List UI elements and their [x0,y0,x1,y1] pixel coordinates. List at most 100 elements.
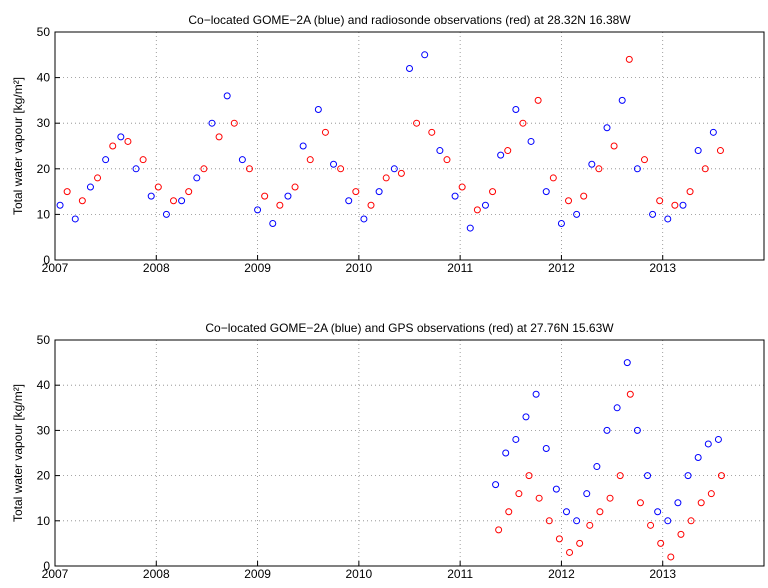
data-point [421,51,429,59]
data-point [299,142,307,150]
x-tick-label: 2013 [649,261,676,275]
data-point [649,210,657,218]
data-point [117,133,125,141]
data-point [185,188,193,196]
y-tick-label: 50 [37,333,51,347]
data-point [352,188,360,196]
y-tick-label: 30 [37,423,51,437]
x-tick-label: 2010 [346,261,373,275]
data-point [664,215,672,223]
data-point [626,390,634,398]
data-point [223,92,231,100]
data-point [677,530,685,538]
data-point [254,206,262,214]
data-point [532,390,540,398]
data-point [625,55,633,63]
data-point [557,220,565,228]
plot-frame [54,31,765,261]
plot-area [55,340,764,566]
data-point [534,96,542,104]
data-point [360,215,368,223]
data-point [697,499,705,507]
data-point [512,106,520,114]
y-tick-label: 30 [37,116,51,130]
data-point [102,156,110,164]
data-point [714,435,722,443]
x-tick-label: 2012 [548,261,575,275]
data-point [552,485,560,493]
data-point [566,548,574,556]
data-point [109,142,117,150]
data-point [458,183,466,191]
data-point [527,137,535,145]
data-point [716,147,724,155]
data-point [345,197,353,205]
data-point [382,174,390,182]
data-point [512,435,520,443]
y-tick-label: 50 [37,25,51,39]
data-point [519,119,527,127]
y-axis-label: Total water vapour [kg/m²] [11,77,25,215]
data-point [330,160,338,168]
data-point [606,494,614,502]
data-point [132,165,140,173]
data-point [542,188,550,196]
data-point [124,137,132,145]
data-point [573,517,581,525]
data-point [497,151,505,159]
data-point [562,508,570,516]
data-point [154,183,162,191]
data-point [170,197,178,205]
x-tick-label: 2007 [42,261,69,275]
data-point [321,128,329,136]
x-tick-label: 2011 [447,261,473,275]
data-point [686,188,694,196]
data-point [656,197,664,205]
data-point [664,517,672,525]
data-point [200,165,208,173]
data-point [671,201,679,209]
data-point [375,188,383,196]
plot-area [55,32,764,260]
data-point [618,96,626,104]
data-point [505,508,513,516]
data-point [337,165,345,173]
data-point [545,517,553,525]
data-point [63,188,71,196]
data-point [709,128,717,136]
data-point [284,192,292,200]
data-point [603,426,611,434]
data-point [593,463,601,471]
data-point [245,165,253,173]
data-point [687,517,695,525]
data-point [613,404,621,412]
x-tick-label: 2009 [244,261,271,275]
x-tick-label: 2010 [346,567,373,581]
y-tick-label: 0 [43,559,50,573]
data-point [306,156,314,164]
data-point [573,210,581,218]
data-point [684,472,692,480]
data-point [616,472,624,480]
x-tick-label: 2012 [548,567,575,581]
data-point [78,197,86,205]
data-point [644,472,652,480]
x-tick-label: 2011 [447,567,473,581]
data-point [588,160,596,168]
data-point [674,499,682,507]
y-tick-label: 10 [37,207,51,221]
data-point [436,147,444,155]
data-point [694,147,702,155]
x-tick-label: 2008 [143,567,170,581]
data-point [406,64,413,72]
chart-title: Co−located GOME−2A (blue) and radiosonde… [188,13,631,27]
data-point [428,128,436,136]
data-point [525,472,533,480]
data-point [555,535,563,543]
data-point [701,165,709,173]
data-point [193,174,201,182]
y-tick-label: 0 [43,253,50,267]
data-point [139,156,147,164]
data-point [413,119,421,127]
